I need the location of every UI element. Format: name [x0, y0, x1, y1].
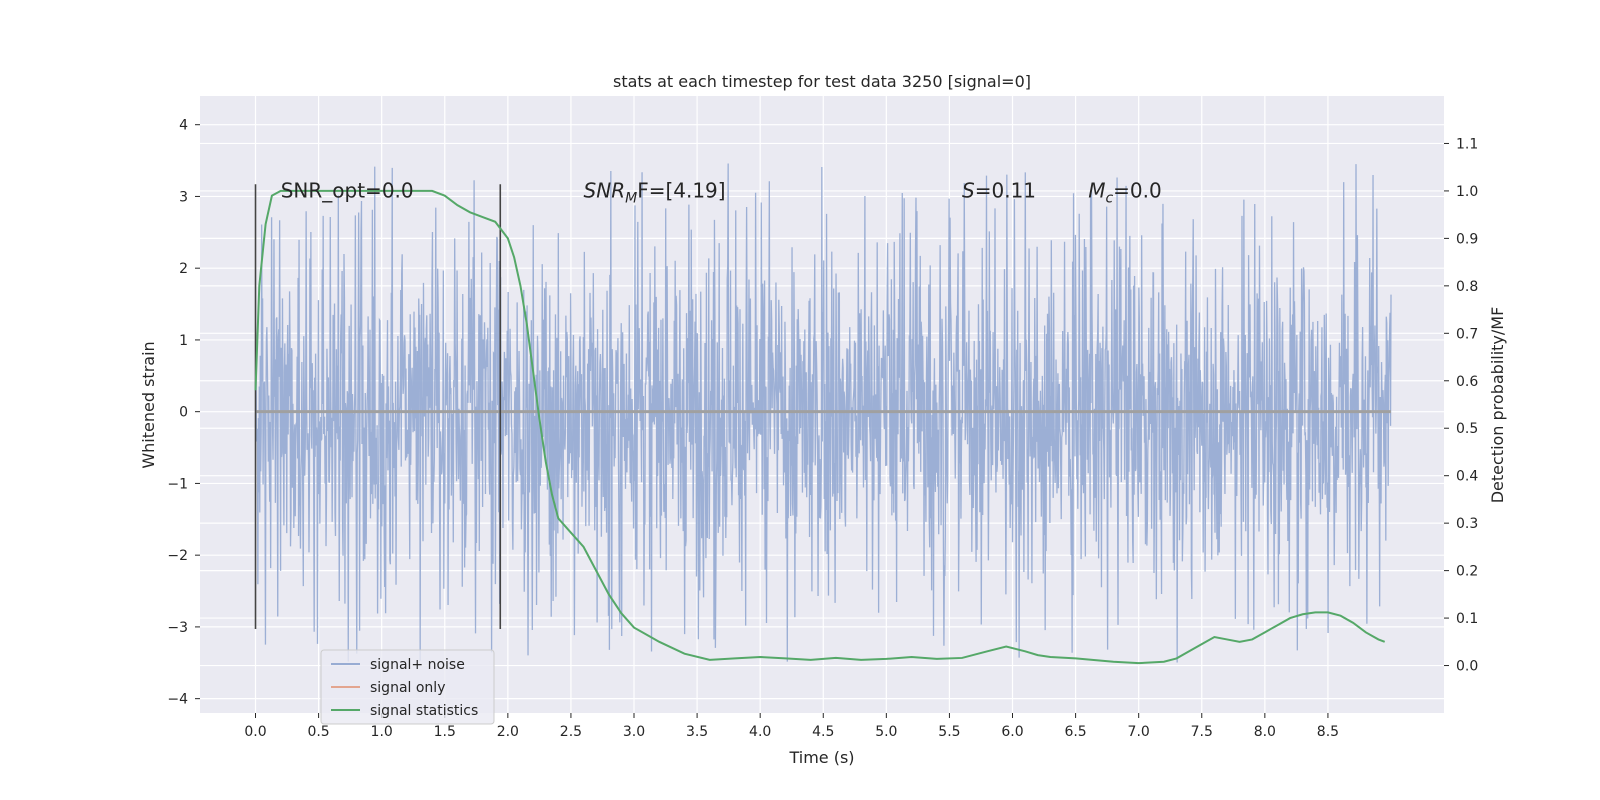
annotation-mc: Mc=0.0: [1088, 178, 1162, 206]
y-axis-title: Whitened strain: [139, 341, 158, 468]
annotation-s-rest: =0.11: [975, 178, 1036, 202]
y2-axis-title: Detection probability/MF: [1488, 307, 1507, 504]
y2-tick-label-8: 0.3: [1456, 516, 1478, 532]
annotation-s: S=0.11: [962, 178, 1036, 202]
annotation-s-base: S: [962, 178, 975, 202]
y-tick-label-8: −4: [167, 692, 188, 708]
y2-tick-label-7: 0.4: [1456, 469, 1478, 485]
annotation-snr-mf: SNRMF=[4.19]: [584, 178, 726, 206]
x-tick-label-17: 8.5: [1317, 724, 1339, 740]
x-tick-label-14: 7.0: [1128, 724, 1150, 740]
y2-tick-label-6: 0.5: [1456, 421, 1478, 437]
x-tick-label-5: 2.5: [560, 724, 582, 740]
x-axis-ticks: 0.0 0.5 1.0 1.5 2.0 2.5 3.0 3.5 4.0 4.5 5.0 5.5 6.0 6…: [244, 713, 1339, 740]
y-axis-ticks: 4 3 2 1 0 −1 −2 −3 −4: [167, 118, 200, 708]
x-tick-label-0: 0.0: [244, 724, 266, 740]
y2-tick-label-5: 0.6: [1456, 374, 1478, 390]
x-tick-label-9: 4.5: [812, 724, 834, 740]
annotation-mc-rest: =0.0: [1113, 178, 1162, 202]
y-tick-label-3: 1: [179, 333, 188, 349]
signal-noise-series: [254, 163, 1392, 663]
x-tick-label-16: 8.0: [1254, 724, 1276, 740]
chart-title: stats at each timestep for test data 325…: [613, 72, 1031, 91]
x-tick-label-2: 1.0: [371, 724, 393, 740]
y-tick-label-6: −2: [167, 548, 188, 564]
x-tick-label-3: 1.5: [434, 724, 456, 740]
y-tick-label-0: 4: [179, 118, 188, 134]
x-axis-title: Time (s): [788, 748, 854, 767]
legend-box: [320, 649, 495, 725]
annotation-snr-mf-sub: M: [625, 190, 637, 206]
x-tick-label-8: 4.0: [749, 724, 771, 740]
signal-statistics-line: [254, 189, 1386, 665]
annotation-snr-mf-rest: F=[4.19]: [637, 178, 725, 202]
x-tick-label-1: 0.5: [307, 724, 329, 740]
y2-tick-label-2: 0.9: [1456, 231, 1478, 247]
y-tick-label-1: 3: [179, 189, 188, 205]
signal-noise-line: [254, 163, 1392, 663]
annotation-snr-opt: SNR_opt=0.0: [281, 178, 414, 202]
x-tick-label-13: 6.5: [1064, 724, 1086, 740]
x-tick-label-15: 7.5: [1191, 724, 1213, 740]
marker-lines: [254, 184, 502, 630]
y2-tick-label-9: 0.2: [1456, 564, 1478, 580]
legend: signal+ noise signal only signal statist…: [320, 649, 495, 725]
y2-axis-ticks: 1.1 1.0 0.9 0.8 0.7 0.6 0.5 0.4 0.3 0.2 0.1 0.0: [1444, 136, 1478, 675]
x-tick-label-12: 6.0: [1001, 724, 1023, 740]
y-tick-label-4: 0: [179, 405, 188, 421]
signal-statistics-series: [254, 189, 1386, 665]
legend-label-signal-noise: signal+ noise: [370, 657, 465, 673]
x-tick-label-7: 3.5: [686, 724, 708, 740]
x-tick-label-11: 5.5: [938, 724, 960, 740]
annotation-mc-base: M: [1088, 178, 1105, 202]
x-tick-label-6: 3.0: [623, 724, 645, 740]
x-tick-label-4: 2.0: [497, 724, 519, 740]
y2-tick-label-11: 0.0: [1456, 659, 1478, 675]
y2-tick-label-1: 1.0: [1456, 184, 1478, 200]
y2-tick-label-10: 0.1: [1456, 611, 1478, 627]
y-tick-label-5: −1: [167, 476, 188, 492]
x-tick-label-10: 5.0: [875, 724, 897, 740]
legend-label-signal-statistics: signal statistics: [370, 703, 478, 719]
y-tick-label-2: 2: [179, 261, 188, 277]
annotation-snr-mf-base: SNR: [584, 178, 626, 202]
y2-tick-label-3: 0.8: [1456, 279, 1478, 295]
y2-tick-label-0: 1.1: [1456, 136, 1478, 152]
legend-label-signal-only: signal only: [370, 680, 445, 696]
annotation-mc-sub: c: [1105, 190, 1113, 206]
y-tick-label-7: −3: [167, 620, 188, 636]
y2-tick-label-4: 0.7: [1456, 326, 1478, 342]
